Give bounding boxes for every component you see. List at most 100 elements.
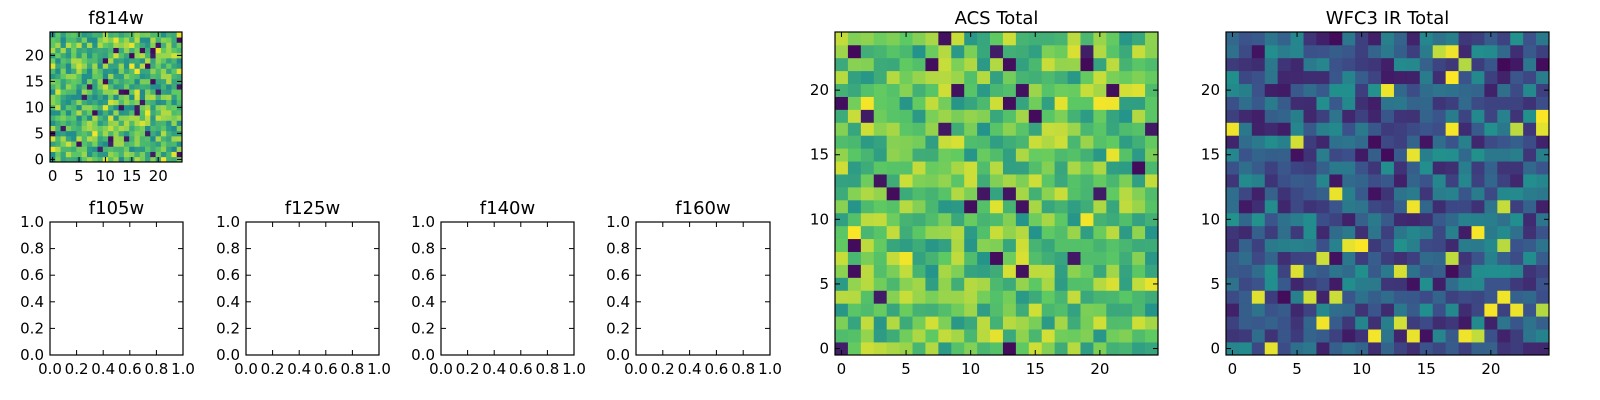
heatmap-cell	[1316, 316, 1330, 330]
heatmap-cell	[1329, 70, 1343, 85]
heatmap-cell	[925, 109, 939, 123]
heatmap-cell	[1067, 135, 1081, 149]
heatmap-cell	[1381, 251, 1395, 265]
heatmap-cell	[97, 115, 104, 121]
heatmap-cell	[977, 251, 991, 265]
heatmap-cell	[977, 316, 991, 330]
heatmap-cell	[60, 37, 67, 43]
axes-frame	[440, 221, 575, 356]
heatmap-cell	[951, 303, 965, 317]
heatmap-cell	[1471, 251, 1485, 265]
heatmap-cell	[102, 110, 109, 116]
heatmap-cell	[964, 187, 978, 201]
y-tick-label: 0.4	[606, 293, 630, 311]
heatmap-cell	[1041, 342, 1055, 356]
heatmap-cell	[1119, 225, 1133, 240]
heatmap-cell	[118, 110, 125, 116]
heatmap-cell	[1406, 329, 1421, 343]
heatmap-cell	[1458, 161, 1472, 175]
heatmap-cell	[1226, 187, 1240, 201]
heatmap-cell	[1277, 122, 1291, 136]
heatmap-cell	[938, 109, 952, 123]
heatmap-cell	[1251, 303, 1266, 317]
heatmap-cell	[1145, 83, 1159, 97]
heatmap-cell	[129, 110, 135, 116]
heatmap-cell	[50, 63, 56, 69]
heatmap-cell	[81, 58, 88, 64]
heatmap-cell	[1393, 225, 1408, 240]
heatmap-cell	[886, 290, 900, 304]
heatmap-cell	[1316, 161, 1330, 175]
heatmap-cell	[1393, 316, 1408, 330]
heatmap-cell	[1251, 251, 1266, 265]
heatmap-cell	[1329, 238, 1343, 252]
heatmap-cell	[1329, 212, 1343, 227]
heatmap-cell	[1290, 277, 1304, 291]
heatmap-cell	[951, 329, 965, 343]
heatmap-cell	[1342, 70, 1356, 85]
heatmap-cell	[1238, 70, 1253, 85]
heatmap-cell	[92, 52, 98, 59]
heatmap-cell	[1251, 174, 1266, 188]
heatmap-cell	[1484, 122, 1498, 136]
heatmap-cell	[97, 125, 104, 132]
heatmap-cell	[1458, 96, 1472, 110]
heatmap-cell	[1303, 264, 1317, 278]
heatmap-cell	[1251, 135, 1266, 149]
heatmap-cell	[1054, 238, 1068, 252]
heatmap-cell	[123, 94, 130, 100]
heatmap-cell	[1145, 212, 1159, 227]
heatmap-cell	[145, 120, 151, 126]
heatmap-cell	[81, 84, 88, 90]
heatmap-cell	[1419, 329, 1434, 343]
heatmap-cell	[118, 47, 125, 54]
heatmap-cell	[1523, 303, 1537, 317]
heatmap-cell	[873, 135, 888, 149]
heatmap-cell	[1145, 199, 1159, 214]
heatmap-cell	[71, 151, 77, 158]
heatmap-cell	[1054, 44, 1068, 59]
heatmap-cell	[1406, 174, 1421, 188]
heatmap-cell	[1510, 342, 1524, 356]
heatmap-cell	[951, 122, 965, 136]
heatmap-cell	[1342, 57, 1356, 72]
heatmap-cell	[1054, 264, 1068, 278]
heatmap-cell	[155, 110, 162, 116]
heatmap-cell	[86, 42, 93, 48]
heatmap-cell	[60, 141, 67, 147]
heatmap-cell	[1132, 225, 1146, 240]
heatmap-cell	[76, 78, 83, 85]
heatmap-cell	[76, 99, 83, 106]
heatmap-cell	[1458, 290, 1472, 304]
heatmap-cell	[977, 187, 991, 201]
heatmap-cell	[1054, 122, 1068, 136]
heatmap-cell	[1226, 329, 1240, 343]
heatmap-cell	[1329, 83, 1343, 97]
heatmap-cell	[86, 58, 93, 64]
heatmap-cell	[1093, 57, 1107, 72]
heatmap-cell	[1303, 316, 1317, 330]
heatmap-cell	[150, 104, 156, 111]
heatmap-cell	[1316, 174, 1330, 188]
heatmap-cell	[1458, 122, 1472, 136]
heatmap-cell	[55, 125, 61, 132]
heatmap-cell	[938, 83, 952, 97]
heatmap-cell	[118, 89, 125, 95]
heatmap-cell	[1041, 212, 1055, 227]
heatmap-cell	[176, 47, 183, 54]
heatmap-cell	[964, 70, 978, 85]
heatmap-cell	[873, 44, 888, 59]
heatmap-cell	[990, 290, 1004, 304]
heatmap-cell	[92, 115, 98, 121]
heatmap-cell	[1484, 264, 1498, 278]
heatmap-cell	[160, 151, 167, 158]
heatmap-cell	[1028, 187, 1043, 201]
heatmap-cell	[171, 104, 178, 111]
heatmap-cell	[1316, 238, 1330, 252]
heatmap-cell	[1093, 212, 1107, 227]
heatmap-cell	[71, 156, 77, 163]
heatmap-cell	[1484, 290, 1498, 304]
heatmap-cell	[925, 212, 939, 227]
heatmap-cell	[160, 47, 167, 54]
heatmap-cell	[113, 58, 119, 64]
